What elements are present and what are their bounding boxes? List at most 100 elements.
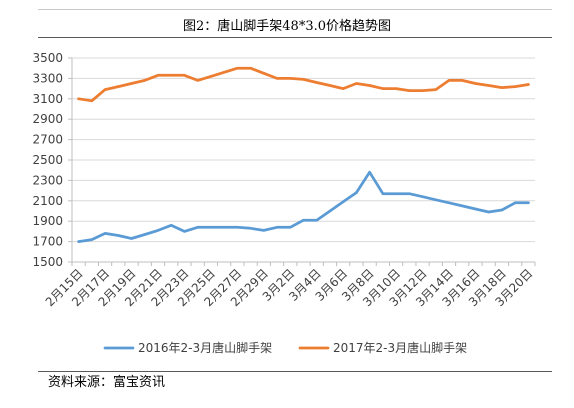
- data-point: [103, 232, 107, 235]
- data-point: [368, 84, 371, 87]
- data-point: [262, 72, 265, 75]
- legend-label: 2017年2-3月唐山脚手架: [333, 340, 467, 355]
- data-point: [315, 81, 318, 84]
- data-point: [447, 79, 451, 82]
- x-axis: 2月15日2月17日2月19日2月21日2月23日2月25日2月27日2月29日…: [43, 261, 536, 309]
- data-point: [117, 234, 120, 237]
- series-points-1: [77, 171, 530, 243]
- y-tick-label: 3300: [32, 71, 63, 85]
- source-note: 资料来源：富宝资讯: [48, 375, 166, 390]
- series-points-2: [77, 67, 530, 103]
- data-point: [342, 200, 345, 203]
- data-point: [143, 233, 146, 236]
- data-point: [156, 74, 160, 77]
- legend-label: 2016年2-3月唐山脚手架: [138, 340, 272, 355]
- data-point: [461, 79, 464, 82]
- y-tick-label: 3100: [32, 92, 63, 106]
- top-rule: [38, 9, 552, 10]
- data-point: [302, 219, 305, 222]
- data-point: [447, 201, 451, 204]
- data-point: [90, 238, 94, 241]
- data-point: [421, 89, 424, 92]
- data-point: [500, 208, 504, 212]
- data-point: [527, 83, 530, 86]
- y-tick-label: 1500: [32, 255, 63, 269]
- data-point: [514, 85, 517, 88]
- data-point: [381, 192, 385, 195]
- y-axis: 1500 1700 1900 2100 2300 2500 2700 2900 3100 3300…: [32, 51, 73, 269]
- data-point: [170, 224, 173, 227]
- data-point: [170, 74, 173, 77]
- data-point: [355, 82, 358, 85]
- data-point: [342, 87, 345, 90]
- data-point: [408, 192, 411, 195]
- y-tick-label: 1900: [32, 214, 63, 228]
- y-tick-label: 1700: [32, 235, 63, 249]
- data-point: [394, 87, 398, 90]
- legend-item: 2016年2-3月唐山脚手架: [103, 340, 272, 355]
- data-point: [117, 85, 120, 88]
- chart-title: 图2：唐山脚手架48*3.0价格趋势图: [183, 19, 391, 34]
- data-point: [275, 226, 279, 229]
- data-point: [289, 77, 292, 80]
- data-point: [130, 82, 133, 85]
- y-tick-label: 2700: [32, 133, 63, 147]
- data-point: [209, 226, 213, 229]
- data-point: [183, 230, 186, 233]
- data-point: [434, 198, 437, 201]
- data-point: [183, 74, 186, 77]
- data-point: [77, 97, 80, 101]
- series-line-2: [77, 66, 530, 103]
- data-point: [196, 226, 199, 229]
- source-rule: [38, 371, 552, 372]
- y-tick-label: 2100: [32, 194, 63, 208]
- data-point: [487, 84, 490, 87]
- legend-item: 2017年2-3月唐山脚手架: [298, 340, 467, 355]
- data-point: [355, 191, 358, 194]
- data-point: [487, 210, 490, 214]
- series-lines: [77, 66, 530, 243]
- data-point: [394, 192, 398, 195]
- data-point: [130, 237, 133, 240]
- data-point: [500, 86, 504, 89]
- data-point: [381, 87, 385, 90]
- data-point: [461, 204, 464, 208]
- data-point: [315, 219, 318, 222]
- data-point: [421, 195, 424, 198]
- data-point: [222, 226, 226, 229]
- data-point: [302, 78, 305, 81]
- data-point: [328, 209, 332, 213]
- data-point: [90, 99, 94, 103]
- y-tick-label: 2500: [32, 153, 63, 167]
- y-tick-label: 3500: [32, 51, 63, 65]
- data-point: [209, 75, 213, 78]
- data-point: [434, 88, 437, 91]
- data-point: [249, 227, 252, 230]
- data-point: [368, 171, 371, 174]
- data-point: [328, 84, 332, 87]
- data-point: [222, 71, 226, 74]
- data-point: [275, 77, 279, 80]
- data-point: [527, 201, 530, 204]
- series-line-1: [77, 170, 530, 243]
- data-point: [474, 207, 477, 211]
- data-point: [156, 229, 160, 232]
- y-tick-label: 2900: [32, 112, 63, 126]
- title-underline: [38, 37, 552, 38]
- data-point: [289, 226, 292, 229]
- data-point: [408, 89, 411, 92]
- data-point: [236, 67, 239, 70]
- data-point: [514, 201, 517, 204]
- gridlines: [72, 57, 535, 263]
- data-point: [474, 82, 477, 85]
- data-point: [103, 88, 107, 91]
- data-point: [262, 229, 265, 232]
- data-point: [249, 67, 252, 70]
- data-point: [77, 240, 80, 243]
- data-point: [236, 226, 239, 229]
- data-point: [143, 79, 146, 82]
- legend: 2016年2-3月唐山脚手架 2017年2-3月唐山脚手架: [103, 340, 467, 355]
- y-tick-label: 2300: [32, 173, 63, 187]
